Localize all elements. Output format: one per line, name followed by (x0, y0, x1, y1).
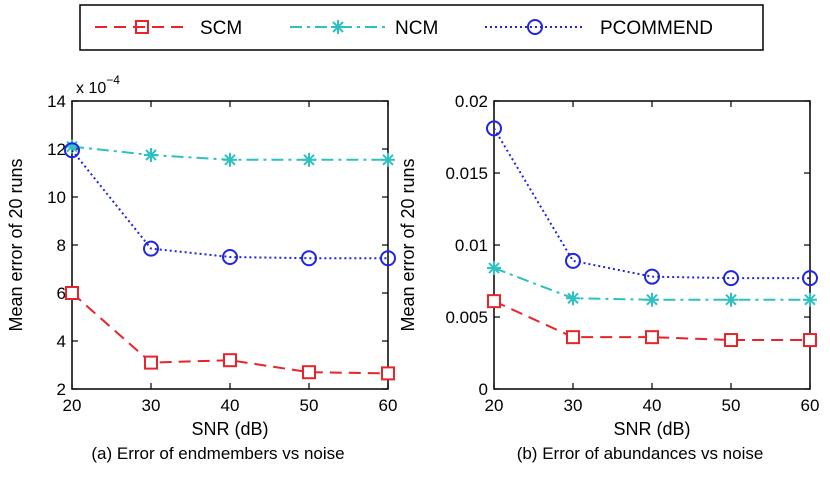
series-line-pcommend (493, 127, 810, 280)
x-tick-label: 60 (379, 396, 398, 415)
x-tick-label: 30 (142, 396, 161, 415)
data-point-ncm (302, 152, 316, 167)
y-axis-label: Mean error of 20 runs (398, 158, 418, 331)
chart-caption: (a) Error of endmembers vs noise (91, 444, 344, 463)
y-tick-label: 8 (57, 236, 66, 255)
data-point-scm (645, 330, 659, 345)
data-point-scm (803, 333, 817, 348)
y-tick-label: 0.01 (455, 236, 488, 255)
legend: SCM NCM PCOMMEND (79, 4, 764, 51)
data-point-scm (487, 294, 501, 309)
x-tick-label: 50 (300, 396, 319, 415)
data-point-scm (144, 355, 158, 370)
y-axis-multiplier: x 10−4 (76, 73, 120, 97)
y-tick-label: 4 (57, 332, 66, 351)
data-point-pcommend (64, 142, 80, 159)
data-point-ncm (487, 261, 501, 276)
data-point-pcommend (644, 268, 660, 285)
data-point-scm (381, 366, 395, 381)
y-tick-label: 0 (479, 380, 488, 399)
series-line-pcommend (71, 149, 388, 260)
data-point-scm (65, 286, 79, 300)
data-point-pcommend (486, 120, 502, 137)
y-axis-label: Mean error of 20 runs (6, 158, 26, 331)
series-line-scm (493, 300, 810, 342)
plot-frame (71, 100, 389, 390)
legend-label-scm: SCM (200, 18, 242, 39)
data-point-pcommend (565, 252, 581, 269)
data-point-ncm (645, 292, 659, 307)
x-tick-label: 40 (643, 396, 662, 415)
y-tick-label: 6 (57, 284, 66, 303)
legend-marker-pcommend (527, 19, 543, 35)
y-tick-label: 12 (47, 140, 66, 159)
data-point-ncm (803, 292, 817, 307)
legend-marker-scm (135, 20, 149, 34)
legend-marker-ncm (331, 20, 345, 34)
y-tick-label: 0.02 (455, 92, 488, 111)
legend-label-ncm: NCM (395, 18, 438, 39)
x-axis-label: SNR (dB) (191, 419, 268, 439)
chart-endmembers: 2 4 6 8 10 12 14 20 30 40 50 60 SNR (dB) (a) Error of… (6, 73, 397, 463)
data-point-ncm (381, 152, 395, 167)
x-tick-label: 20 (63, 396, 82, 415)
y-tick-label: 14 (47, 92, 66, 111)
y-tick-label: 10 (47, 188, 66, 207)
x-tick-label: 60 (801, 396, 820, 415)
data-point-ncm (566, 291, 580, 306)
plot-frame (493, 100, 811, 390)
data-point-pcommend (802, 270, 818, 287)
data-point-pcommend (222, 249, 238, 265)
data-point-scm (566, 330, 580, 345)
data-point-scm (724, 333, 738, 348)
data-point-ncm (144, 148, 158, 162)
data-point-pcommend (301, 250, 317, 267)
x-axis-label: SNR (dB) (613, 419, 690, 439)
data-point-pcommend (143, 240, 159, 257)
y-tick-label: 0.005 (445, 308, 488, 327)
x-tick-label: 20 (485, 396, 504, 415)
y-tick-label: 0.015 (445, 164, 488, 183)
data-point-scm (223, 353, 237, 368)
data-point-pcommend (723, 270, 739, 287)
legend-entry-scm: SCM (95, 18, 242, 39)
legend-frame (79, 4, 764, 51)
data-point-pcommend (380, 250, 396, 267)
legend-label-pcommend: PCOMMEND (600, 18, 713, 39)
chart-caption: (b) Error of abundances vs noise (517, 444, 764, 463)
data-point-ncm (724, 292, 738, 307)
series-line-ncm (493, 267, 810, 301)
y-tick-label: 2 (57, 380, 66, 399)
data-point-scm (302, 365, 316, 380)
x-tick-label: 30 (564, 396, 583, 415)
data-point-ncm (223, 152, 237, 167)
x-tick-label: 50 (722, 396, 741, 415)
legend-entry-ncm: NCM (290, 18, 438, 39)
legend-entry-pcommend: PCOMMEND (485, 18, 713, 39)
chart-abundances: 0 0.005 0.01 0.015 0.02 20 30 40 50 60 SNR (dB) (b)… (398, 92, 819, 463)
x-tick-label: 40 (221, 396, 240, 415)
series-line-scm (71, 292, 389, 375)
